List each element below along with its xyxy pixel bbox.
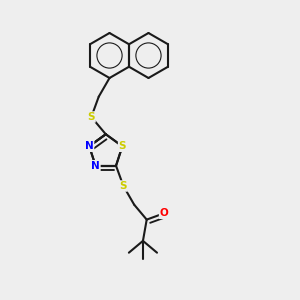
Text: N: N xyxy=(91,161,100,171)
Text: S: S xyxy=(120,181,127,191)
Text: S: S xyxy=(118,141,126,151)
Text: O: O xyxy=(160,208,168,218)
Text: S: S xyxy=(88,112,95,122)
Text: N: N xyxy=(85,141,94,151)
